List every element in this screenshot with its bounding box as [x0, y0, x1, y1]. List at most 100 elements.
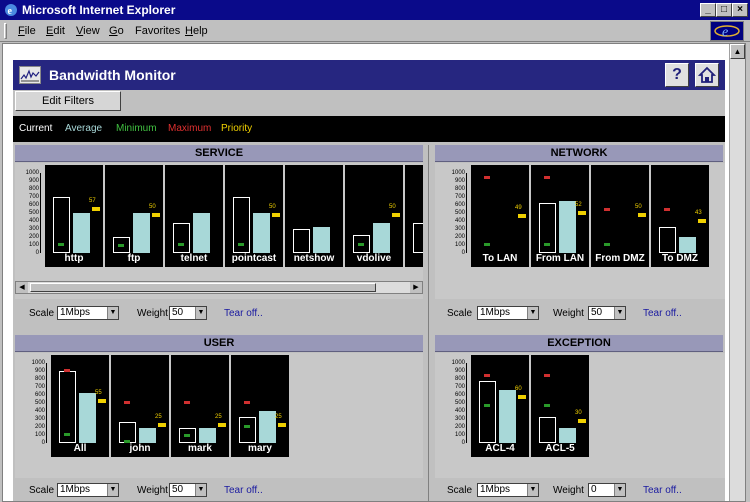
graph-label: All [73, 443, 87, 454]
network-scale-select[interactable]: 1Mbps ▼ [477, 306, 539, 320]
minimum-marker [238, 243, 244, 247]
menu-help[interactable]: Help [185, 25, 208, 37]
service-weight-select[interactable]: 50 ▼ [169, 306, 207, 320]
network-graph-from-dmz[interactable]: 50 From DMZ [591, 165, 649, 267]
svg-text:e: e [8, 6, 13, 17]
user-graph-mark[interactable]: 25 mark [171, 355, 229, 457]
maximum-marker [604, 208, 610, 212]
axis-tick-label: 1000 [451, 170, 465, 176]
axis-tick-label: 900 [34, 368, 45, 374]
graph-label: mark [188, 443, 212, 454]
graph-label: re [405, 253, 423, 264]
exception-graph-acl-4[interactable]: 60 ACL-4 [471, 355, 529, 457]
exception-scale-label: Scale [447, 485, 473, 496]
chevron-down-icon: ▼ [107, 484, 118, 496]
user-panel: 1000 900 800 700 600 500 400 300 200 100 0 55 All 25 j… [15, 353, 423, 478]
average-bar [373, 222, 390, 253]
service-graph-vdolive[interactable]: 50 vdolive [345, 165, 403, 267]
average-bar [499, 390, 516, 443]
average-bar [313, 226, 330, 253]
legend-bar: Current Average Minimum Maximum Priority [13, 116, 725, 142]
user-tear-off-link[interactable]: Tear off.. [224, 485, 263, 496]
priority-value: 30 [575, 410, 582, 416]
priority-marker [152, 213, 160, 217]
ie-logo-icon: e [710, 21, 744, 41]
priority-value: 43 [695, 209, 702, 216]
network-tear-off-link[interactable]: Tear off.. [643, 308, 682, 319]
network-panel-header: NETWORK [435, 145, 723, 162]
menu-favorites[interactable]: Favorites [135, 25, 181, 37]
service-graph-ftp[interactable]: 50 ftp [105, 165, 163, 267]
browser-viewport: ▲ Bandwidth Monitor ? Edit Filters Curre… [2, 43, 746, 502]
graph-label: vdolive [356, 253, 392, 264]
service-tear-off-link[interactable]: Tear off.. [224, 308, 263, 319]
scroll-thumb[interactable] [30, 283, 376, 292]
current-bar [659, 227, 676, 253]
service-graph-pointcast[interactable]: 50 pointcast [225, 165, 283, 267]
axis-tick-label: 800 [28, 186, 39, 192]
axis-tick-label: 100 [34, 432, 45, 438]
edit-filters-button[interactable]: Edit Filters [15, 91, 121, 111]
current-bar [239, 416, 256, 443]
maximize-button[interactable]: □ [716, 3, 732, 17]
user-scale-select[interactable]: 1Mbps ▼ [57, 483, 119, 497]
user-graph-mary[interactable]: 25 mary [231, 355, 289, 457]
network-graph-to-dmz[interactable]: 43 To DMZ [651, 165, 709, 267]
menu-view[interactable]: View [76, 25, 100, 37]
axis-tick-label: 400 [28, 218, 39, 224]
menu-go[interactable]: Go [109, 25, 124, 37]
user-graph-all[interactable]: 55 All [51, 355, 109, 457]
network-y-axis: 1000 900 800 700 600 500 400 300 200 100 0 [445, 165, 467, 257]
axis-tick-label: 1000 [25, 170, 39, 176]
axis-tick-label: 300 [28, 226, 39, 232]
app-title: Bandwidth Monitor [49, 67, 176, 83]
graph-label: netshow [293, 253, 335, 264]
axis-tick-label: 200 [34, 424, 45, 430]
axis-line [466, 173, 467, 253]
exception-graph-acl-5[interactable]: 30 ACL-5 [531, 355, 589, 457]
legend-current: Current [19, 123, 53, 134]
home-button[interactable] [695, 63, 719, 87]
menu-edit[interactable]: Edit [46, 25, 65, 37]
user-graph-john[interactable]: 25 john [111, 355, 169, 457]
priority-value: 50 [389, 204, 396, 210]
axis-tick-label: 1000 [31, 360, 45, 366]
minimize-button[interactable]: _ [700, 3, 716, 17]
service-horizontal-scrollbar[interactable]: ◀ ▶ [15, 281, 423, 294]
priority-marker [218, 423, 226, 427]
scroll-right-icon[interactable]: ▶ [410, 282, 422, 293]
service-scale-select[interactable]: 1Mbps ▼ [57, 306, 119, 320]
axis-tick-label: 700 [454, 384, 465, 390]
user-weight-select[interactable]: 50 ▼ [169, 483, 207, 497]
chevron-down-icon: ▼ [527, 307, 538, 319]
close-button[interactable]: × [732, 3, 748, 17]
exception-y-axis: 1000 900 800 700 600 500 400 300 200 100 0 [445, 355, 467, 447]
service-graph-http[interactable]: 57 http [45, 165, 103, 267]
exception-tear-off-link[interactable]: Tear off.. [643, 485, 682, 496]
scroll-up-icon[interactable]: ▲ [730, 44, 745, 59]
ie-icon: e [5, 4, 17, 17]
network-graph-from-lan[interactable]: 52 From LAN [531, 165, 589, 267]
minimum-marker [484, 403, 490, 407]
priority-marker [158, 423, 166, 427]
exception-scale-select[interactable]: 1Mbps ▼ [477, 483, 539, 497]
service-graph-re[interactable]: re [405, 165, 423, 267]
menubar-grip [4, 23, 7, 39]
axis-tick-label: 400 [454, 218, 465, 224]
exception-weight-select[interactable]: 0 ▼ [588, 483, 626, 497]
axis-tick-label: 800 [34, 376, 45, 382]
axis-tick-label: 200 [28, 234, 39, 240]
help-button[interactable]: ? [665, 63, 689, 87]
service-graph-netshow[interactable]: netshow [285, 165, 343, 267]
axis-tick-label: 0 [461, 440, 465, 446]
service-graph-telnet[interactable]: telnet [165, 165, 223, 267]
minimum-marker [358, 243, 364, 247]
axis-tick-label: 700 [28, 194, 39, 200]
network-weight-select[interactable]: 50 ▼ [588, 306, 626, 320]
scroll-left-icon[interactable]: ◀ [16, 282, 28, 293]
vertical-scrollbar[interactable]: ▲ [729, 44, 745, 501]
current-bar [179, 427, 196, 443]
network-graph-to-lan[interactable]: 49 To LAN [471, 165, 529, 267]
menu-file[interactable]: File [18, 25, 36, 37]
user-y-axis: 1000 900 800 700 600 500 400 300 200 100 0 [25, 355, 47, 447]
